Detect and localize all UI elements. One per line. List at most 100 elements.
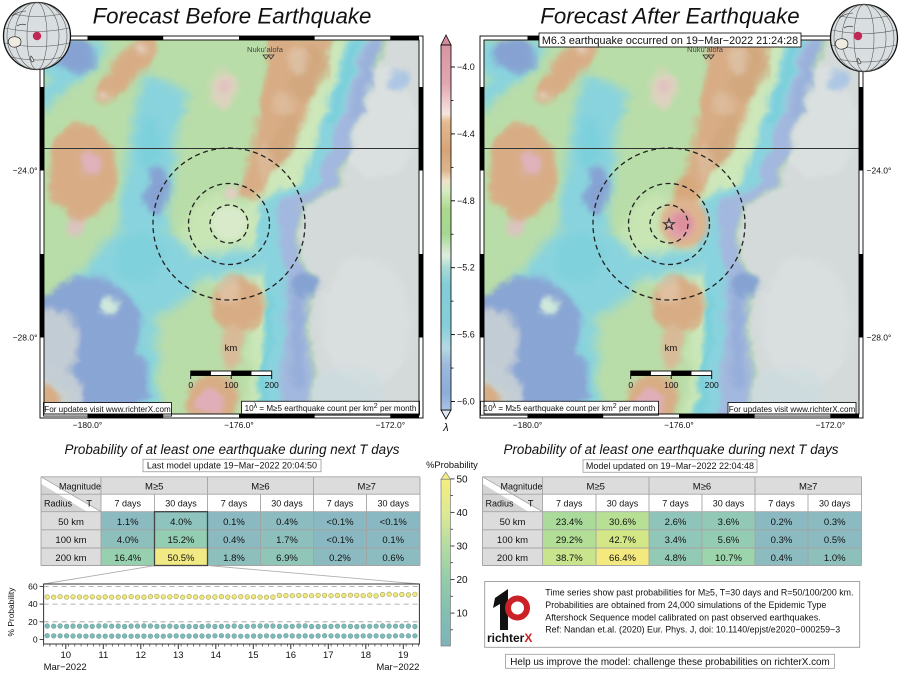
svg-text:Magnitude: Magnitude <box>500 481 542 491</box>
svg-text:3.4%: 3.4% <box>665 535 687 546</box>
svg-text:18: 18 <box>361 650 372 661</box>
svg-text:M≥6: M≥6 <box>251 481 269 492</box>
svg-text:For updates visit www.richterX: For updates visit www.richterX.com <box>44 405 171 414</box>
svg-text:Probability of at least one ea: Probability of at least one earthquake d… <box>65 442 400 457</box>
svg-text:14: 14 <box>211 650 222 661</box>
svg-text:Forecast After Earthquake: Forecast After Earthquake <box>540 4 799 29</box>
svg-text:0.1%: 0.1% <box>223 517 245 528</box>
svg-text:<0.1%: <0.1% <box>326 535 354 546</box>
svg-text:200: 200 <box>705 380 719 390</box>
svg-text:−176.0°: −176.0° <box>664 420 694 430</box>
svg-text:16: 16 <box>286 650 297 661</box>
svg-text:1.0%: 1.0% <box>824 553 846 564</box>
svg-text:0.4%: 0.4% <box>276 517 298 528</box>
svg-text:Model updated on 19−Mar−2022 2: Model updated on 19−Mar−2022 22:04:48 <box>586 461 754 471</box>
svg-text:7 days: 7 days <box>221 499 248 509</box>
svg-text:4.0%: 4.0% <box>117 535 139 546</box>
svg-text:0.3%: 0.3% <box>771 535 793 546</box>
svg-text:0.2%: 0.2% <box>329 553 351 564</box>
svg-text:Radius: Radius <box>44 499 73 509</box>
svg-text:M≥7: M≥7 <box>799 481 817 492</box>
svg-text:20: 20 <box>28 617 38 627</box>
svg-text:20: 20 <box>457 575 469 586</box>
svg-text:2.6%: 2.6% <box>665 517 687 528</box>
svg-text:66.4%: 66.4% <box>609 553 636 564</box>
svg-text:15: 15 <box>248 650 259 661</box>
svg-text:4.0%: 4.0% <box>170 517 192 528</box>
svg-text:1.8%: 1.8% <box>223 553 245 564</box>
svg-text:−28.0°: −28.0° <box>13 333 38 343</box>
svg-text:−24.0°: −24.0° <box>867 166 892 176</box>
svg-text:0.6%: 0.6% <box>382 553 404 564</box>
svg-text:richterX: richterX <box>487 631 532 645</box>
svg-text:0.2%: 0.2% <box>771 517 793 528</box>
svg-text:5.6%: 5.6% <box>718 535 740 546</box>
svg-text:7 days: 7 days <box>114 499 141 509</box>
svg-text:Probabilities are obtained fro: Probabilities are obtained from 24,000 s… <box>545 600 826 610</box>
svg-text:<0.1%: <0.1% <box>326 517 354 528</box>
svg-text:Magnitude: Magnitude <box>59 481 101 491</box>
svg-text:M≥7: M≥7 <box>358 481 376 492</box>
svg-text:40: 40 <box>28 599 38 609</box>
svg-text:30 days: 30 days <box>713 499 745 509</box>
svg-text:Help us improve the model: cha: Help us improve the model: challenge the… <box>510 657 829 668</box>
svg-text:Forecast Before Earthquake: Forecast Before Earthquake <box>93 4 372 29</box>
svg-text:M≥5: M≥5 <box>145 481 163 492</box>
svg-text:Time series show past probabil: Time series show past probabilities for … <box>545 588 853 598</box>
svg-text:10.7%: 10.7% <box>715 553 742 564</box>
svg-text:1.1%: 1.1% <box>117 517 139 528</box>
svg-text:For updates visit www.richterX: For updates visit www.richterX.com <box>729 405 856 414</box>
svg-text:30 days: 30 days <box>607 499 639 509</box>
svg-text:0.3%: 0.3% <box>824 517 846 528</box>
svg-text:Aftershock Sequence model cali: Aftershock Sequence model calibrated on … <box>545 612 820 622</box>
svg-text:17: 17 <box>323 650 334 661</box>
svg-text:Mar−2022: Mar−2022 <box>376 662 419 673</box>
svg-text:30 days: 30 days <box>271 499 303 509</box>
svg-text:3.6%: 3.6% <box>718 517 740 528</box>
svg-text:Mar−2022: Mar−2022 <box>44 662 87 673</box>
svg-text:11: 11 <box>98 650 108 661</box>
svg-text:−180.0°: −180.0° <box>513 420 543 430</box>
svg-text:50 km: 50 km <box>58 517 84 528</box>
svg-text:M6.3 earthquake occurred on 19: M6.3 earthquake occurred on 19−Mar−2022 … <box>542 35 798 47</box>
svg-text:−5.2: −5.2 <box>457 263 475 273</box>
svg-text:100: 100 <box>664 380 678 390</box>
svg-text:10λ = M≥5 earthquake count per: 10λ = M≥5 earthquake count per km2 per m… <box>484 403 656 414</box>
svg-text:−172.0°: −172.0° <box>375 420 405 430</box>
svg-text:60: 60 <box>28 581 38 591</box>
svg-text:0: 0 <box>188 380 193 390</box>
svg-text:100 km: 100 km <box>497 535 528 546</box>
svg-text:7 days: 7 days <box>662 499 689 509</box>
svg-text:−4.0: −4.0 <box>457 62 475 72</box>
svg-text:13: 13 <box>173 650 184 661</box>
svg-text:−5.6: −5.6 <box>457 330 475 340</box>
svg-text:30 days: 30 days <box>377 499 409 509</box>
svg-text:38.7%: 38.7% <box>556 553 583 564</box>
svg-text:23.4%: 23.4% <box>556 517 583 528</box>
svg-text:10: 10 <box>457 609 469 620</box>
svg-text:Nuku’alofa: Nuku’alofa <box>247 45 284 54</box>
svg-text:50.5%: 50.5% <box>168 553 195 564</box>
svg-text:7 days: 7 days <box>768 499 795 509</box>
svg-text:29.2%: 29.2% <box>556 535 583 546</box>
svg-text:% Probability: % Probability <box>6 587 16 637</box>
svg-text:50 km: 50 km <box>500 517 526 528</box>
svg-text:0.5%: 0.5% <box>824 535 846 546</box>
svg-text:−180.0°: −180.0° <box>73 420 103 430</box>
svg-text:Nuku’alofa: Nuku’alofa <box>687 45 724 54</box>
svg-text:M≥5: M≥5 <box>587 481 605 492</box>
svg-text:15.2%: 15.2% <box>168 535 195 546</box>
svg-text:km: km <box>225 343 238 354</box>
svg-text:−6.0: −6.0 <box>457 397 475 407</box>
svg-text:200 km: 200 km <box>497 553 528 564</box>
svg-text:Ref: Nandan et.al. (2020) Eur.: Ref: Nandan et.al. (2020) Eur. Phys. J, … <box>545 625 840 635</box>
svg-text:200: 200 <box>265 380 279 390</box>
svg-text:−4.8: −4.8 <box>457 196 475 206</box>
svg-text:100 km: 100 km <box>55 535 86 546</box>
svg-text:10λ = M≥5 earthquake count per: 10λ = M≥5 earthquake count per km2 per m… <box>245 403 417 414</box>
svg-text:−4.4: −4.4 <box>457 129 475 139</box>
svg-text:−28.0°: −28.0° <box>867 333 892 343</box>
svg-text:40: 40 <box>457 508 469 519</box>
svg-text:T: T <box>86 499 92 510</box>
svg-text:Radius: Radius <box>486 499 515 509</box>
